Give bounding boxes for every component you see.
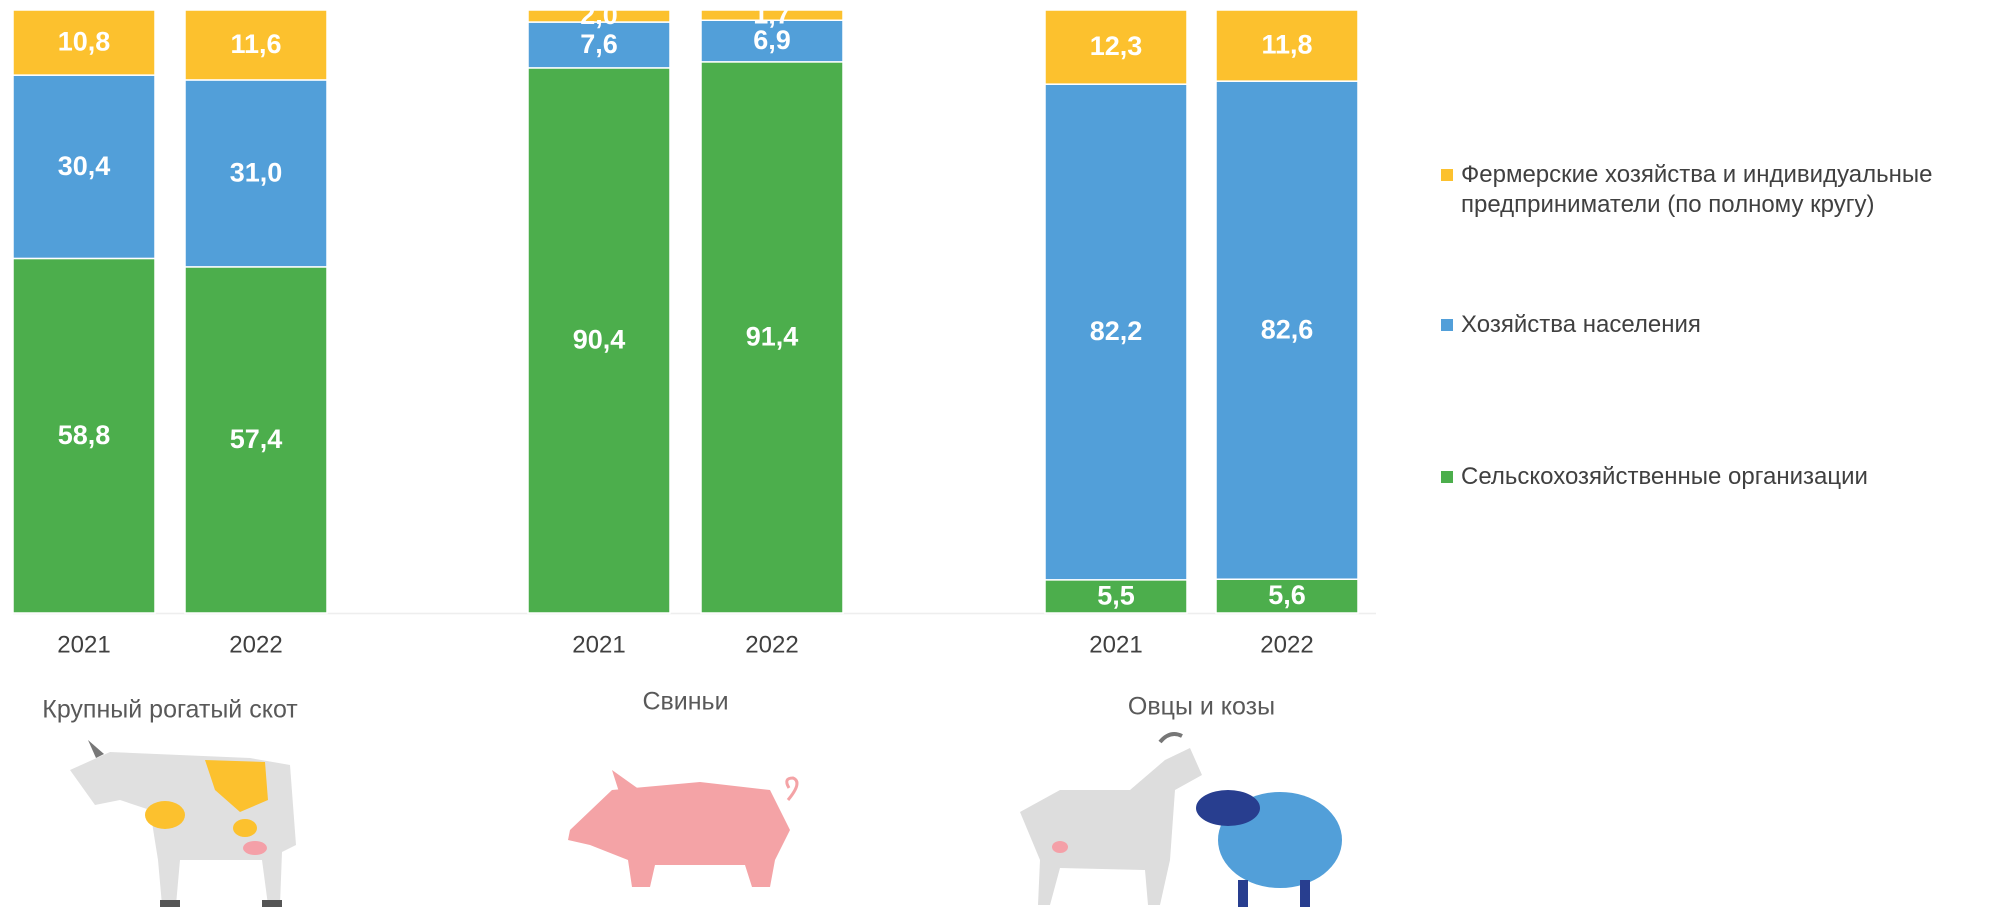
legend-item: Фермерские хозяйства и индивидуальные пр… [1441, 160, 2001, 220]
data-label: 5,6 [1268, 580, 1306, 610]
data-label: 91,4 [746, 322, 799, 352]
legend-swatch [1441, 169, 1453, 181]
data-label: 10,8 [58, 27, 111, 57]
legend-label: Сельскохозяйственные организации [1461, 462, 1868, 492]
data-label: 82,6 [1261, 314, 1314, 344]
data-label: 11,8 [1261, 30, 1312, 60]
x-tick-label: 2021 [1089, 631, 1142, 658]
x-tick-label: 2022 [1260, 631, 1313, 658]
data-label: 2,0 [580, 0, 618, 30]
x-tick-label: 2022 [745, 631, 798, 658]
data-label: 7,6 [580, 29, 618, 59]
x-tick-label: 2022 [229, 631, 282, 658]
group-label: Овцы и козы [1128, 693, 1275, 721]
legend-swatch [1441, 319, 1453, 331]
x-tick-label: 2021 [572, 631, 625, 658]
legend-label: Фермерские хозяйства и индивидуальные пр… [1461, 160, 2001, 220]
data-label: 58,8 [58, 420, 111, 450]
legend-label: Хозяйства населения [1461, 310, 1701, 340]
data-label: 1,7 [753, 0, 791, 29]
data-label: 11,6 [230, 29, 281, 59]
legend-swatch [1441, 471, 1453, 483]
cow-icon [70, 740, 296, 907]
legend-item: Хозяйства населения [1441, 310, 2001, 340]
data-label: 90,4 [573, 325, 626, 355]
legend-item: Сельскохозяйственные организации [1441, 462, 2001, 492]
group-label: Крупный рогатый скот [42, 696, 298, 724]
x-tick-label: 2021 [57, 631, 110, 658]
pig-icon [568, 770, 797, 887]
data-label: 82,2 [1090, 316, 1143, 346]
page: 58,830,410,8202157,431,011,6202290,47,62… [0, 0, 2016, 907]
data-label: 12,3 [1090, 31, 1143, 61]
data-label: 57,4 [230, 424, 283, 454]
chart: 58,830,410,8202157,431,011,6202290,47,62… [0, 0, 2016, 907]
data-label: 30,4 [58, 151, 111, 181]
data-label: 5,5 [1097, 581, 1135, 611]
data-label: 31,0 [230, 158, 283, 188]
data-label: 6,9 [753, 25, 791, 55]
group-label: Свиньи [642, 688, 728, 716]
goat-sheep-icon [1020, 734, 1342, 907]
